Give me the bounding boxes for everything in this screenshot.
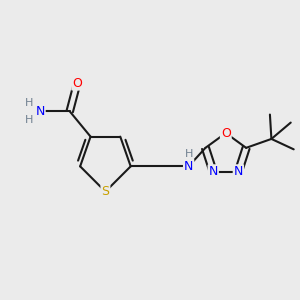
- Text: N: N: [184, 160, 193, 173]
- Text: O: O: [72, 76, 82, 90]
- Text: H: H: [25, 115, 33, 125]
- Text: O: O: [221, 127, 231, 140]
- Text: N: N: [208, 165, 218, 178]
- Text: N: N: [35, 105, 45, 118]
- Text: H: H: [25, 98, 33, 108]
- Text: S: S: [101, 185, 110, 198]
- Text: H: H: [184, 149, 193, 159]
- Text: N: N: [234, 165, 243, 178]
